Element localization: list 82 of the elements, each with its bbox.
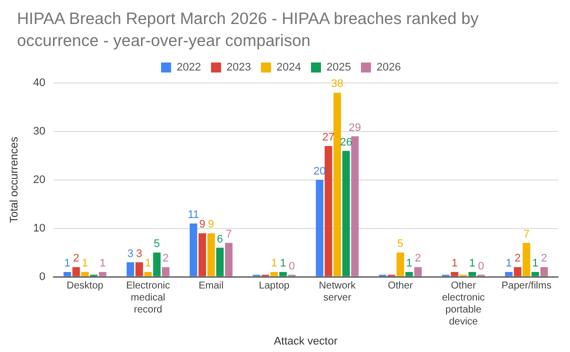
- bar: [144, 272, 152, 276]
- x-tick-label: Other: [388, 280, 414, 292]
- data-label: 6: [216, 233, 224, 246]
- x-tick-label: Paper/films: [501, 280, 552, 292]
- data-label: 1: [64, 257, 70, 270]
- y-tick-label: 10: [33, 222, 46, 234]
- y-tick-label: 0: [39, 270, 46, 283]
- bar: [279, 272, 287, 276]
- bar: [135, 262, 143, 276]
- bar: [532, 272, 540, 276]
- bar: [225, 242, 233, 276]
- data-label: 1: [506, 257, 512, 270]
- y-tick-label: 40: [33, 77, 46, 90]
- legend-label: 2026: [376, 62, 401, 74]
- bar: [514, 267, 522, 276]
- data-label: 1: [532, 257, 538, 270]
- legend-label: 2025: [326, 62, 351, 74]
- data-label: 1: [406, 257, 412, 270]
- data-label: 1: [452, 257, 458, 270]
- x-axis-title: Attack vector: [274, 335, 338, 348]
- bar: [81, 272, 89, 276]
- bar: [207, 233, 215, 276]
- bar: [540, 267, 548, 276]
- x-tick-label: Laptop: [258, 280, 290, 292]
- bar: [324, 146, 332, 276]
- data-label: 1: [280, 257, 286, 270]
- data-label: 0: [288, 260, 295, 272]
- bar: [198, 233, 206, 276]
- bar: [450, 272, 458, 276]
- bar: [98, 272, 106, 276]
- x-tick-label: Other electronic portable device: [442, 280, 485, 328]
- legend-label: 2022: [176, 62, 202, 74]
- bar: [153, 252, 161, 276]
- bar: [216, 248, 224, 276]
- data-label: 38: [331, 78, 344, 90]
- data-label: 29: [348, 122, 362, 134]
- data-label: 2: [414, 252, 422, 265]
- bar: [414, 267, 422, 276]
- x-tick-label: Email: [198, 280, 224, 292]
- data-label: 1: [271, 257, 278, 270]
- bar: [342, 150, 350, 276]
- bar: [468, 272, 476, 276]
- data-label: 1: [100, 257, 106, 270]
- bar: [351, 136, 359, 276]
- bar: [190, 224, 198, 276]
- bar: [270, 272, 278, 276]
- y-axis-title: Total occurrences: [8, 136, 21, 224]
- data-label: 2: [541, 252, 548, 265]
- legend-label: 2023: [226, 62, 252, 74]
- bar: [316, 180, 324, 276]
- bar: [334, 92, 342, 276]
- data-label: 1: [144, 257, 152, 270]
- bar: [64, 272, 72, 276]
- data-label: 1: [469, 257, 476, 270]
- data-label: 5: [154, 238, 160, 250]
- data-label: 9: [199, 218, 206, 231]
- bar: [396, 252, 404, 276]
- data-label: 7: [226, 228, 232, 240]
- bar: [72, 267, 80, 276]
- bar: [162, 267, 170, 276]
- bar: [405, 272, 413, 276]
- data-label: 11: [188, 209, 200, 222]
- data-label: 2: [73, 252, 80, 265]
- data-label: 9: [208, 218, 214, 231]
- data-label: 5: [397, 238, 404, 250]
- bar: [522, 242, 530, 276]
- data-label: 3: [136, 248, 142, 260]
- data-label: 0: [478, 260, 484, 272]
- data-label: 3: [127, 248, 134, 260]
- data-label: 7: [523, 228, 530, 240]
- legend-label: 2024: [276, 62, 301, 74]
- x-tick-label: Network server: [318, 280, 357, 304]
- y-tick-label: 30: [33, 125, 46, 138]
- x-tick-label: Electronic medical record: [126, 280, 170, 316]
- data-label: 2: [162, 252, 169, 265]
- x-tick-label: Desktop: [66, 280, 104, 292]
- data-label: 1: [82, 257, 88, 270]
- y-tick-label: 20: [33, 174, 46, 186]
- data-label: 2: [514, 252, 521, 265]
- chart-title: HIPAA Breach Report March 2026 - HIPAA breaches ranked by occurrence - year-over-year comparison: [17, 9, 480, 52]
- bar: [505, 272, 513, 276]
- bar: [126, 262, 134, 276]
